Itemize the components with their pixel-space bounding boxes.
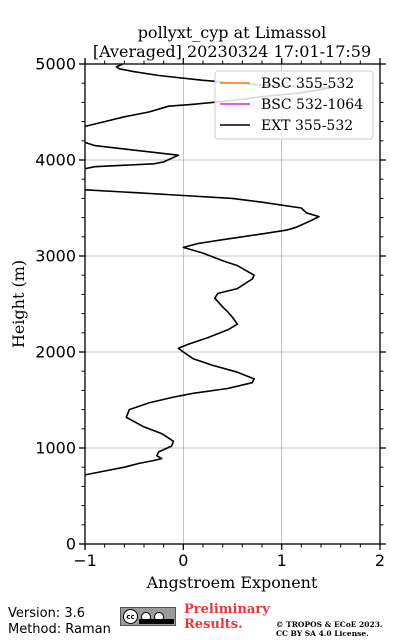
preliminary-results-note: Preliminary Results. [184, 602, 270, 632]
y-tick-label: 5000 [35, 55, 76, 74]
legend-entry: BSC 532-1064 [261, 97, 363, 113]
footer-info: Version: 3.6 Method: Raman [8, 606, 111, 638]
chart-title-line1: pollyxt_cyp at Limassol [138, 23, 327, 42]
copyright-note: © TROPOS & ECoE 2023. CC BY SA 4.0 Licen… [276, 620, 383, 638]
badge-strip [139, 619, 174, 624]
copyright-line2: CC BY SA 4.0 License. [276, 629, 369, 638]
preliminary-line2: Results. [184, 617, 243, 632]
y-tick-label: 4000 [35, 151, 76, 170]
x-tick-label: 0 [178, 551, 188, 570]
legend: BSC 355-532 BSC 532-1064 EXT 355-532 [214, 70, 374, 140]
angstroem-exponent-chart: pollyxt_cyp at Limassol [Averaged] 20230… [9, 23, 386, 592]
cc-text: cc [123, 609, 138, 624]
series-line-ext-355-532 [85, 64, 332, 476]
legend-entry: BSC 355-532 [261, 76, 354, 92]
legend-entry: EXT 355-532 [261, 118, 353, 134]
cc-by-sa-icon: cc [120, 607, 176, 626]
y-tick-label: 3000 [35, 247, 76, 266]
x-tick-label: −1 [73, 551, 97, 570]
plot-frame [84, 63, 381, 545]
y-tick-label: 2000 [35, 343, 76, 362]
method-text: Method: Raman [8, 622, 111, 637]
legend-box [214, 70, 374, 140]
y-tick-label: 1000 [35, 439, 76, 458]
x-axis-label: Angstroem Exponent [146, 573, 318, 592]
x-tick-label: 2 [375, 551, 385, 570]
y-tick-label: 0 [66, 535, 76, 554]
preliminary-line1: Preliminary [184, 602, 270, 617]
axis-ticks [79, 58, 386, 550]
grid-lines [85, 64, 380, 544]
y-axis-label: Height (m) [9, 260, 28, 348]
x-tick-label: 1 [277, 551, 287, 570]
data-series [85, 64, 332, 476]
chart-title-line2: [Averaged] 20230324 17:01-17:59 [93, 42, 371, 61]
version-text: Version: 3.6 [8, 606, 85, 621]
copyright-line1: © TROPOS & ECoE 2023. [276, 620, 383, 629]
